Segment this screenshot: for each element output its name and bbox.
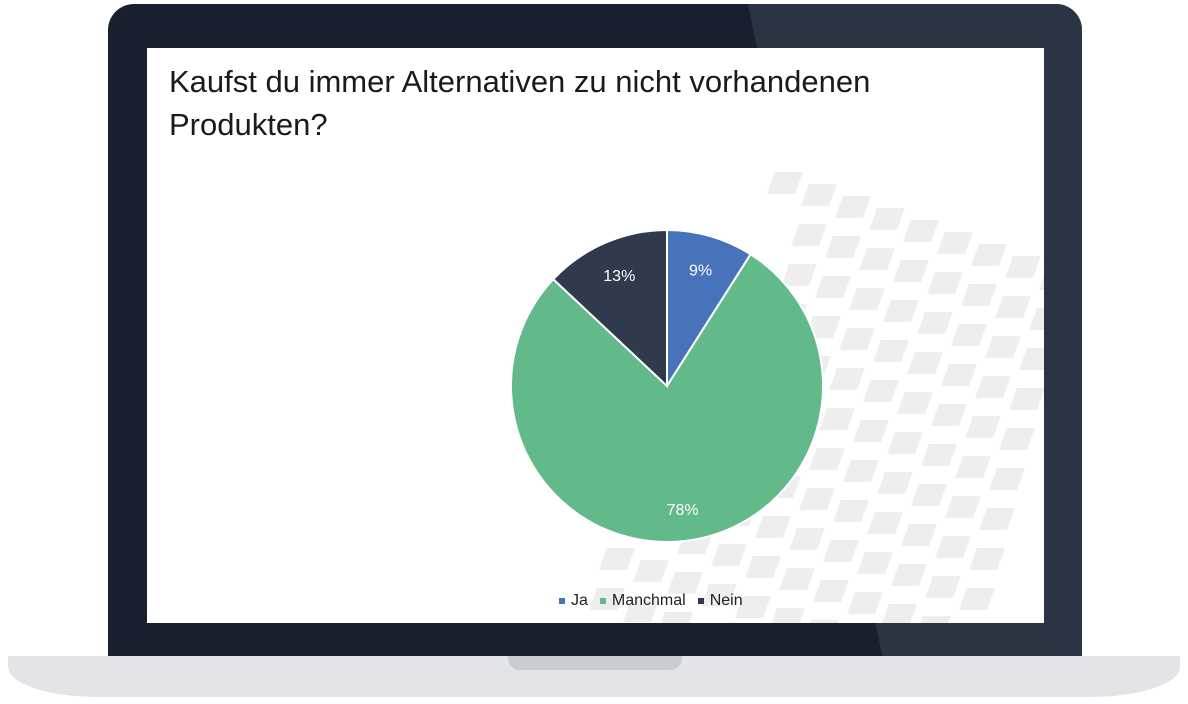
pattern-tile xyxy=(801,184,837,206)
legend-swatch-ja xyxy=(559,598,565,604)
pattern-tile xyxy=(847,592,883,614)
pattern-tile xyxy=(661,612,693,623)
pattern-tile xyxy=(823,540,859,562)
pattern-tile xyxy=(911,484,947,506)
pattern-tile xyxy=(941,364,977,386)
pattern-tile xyxy=(809,448,845,470)
pattern-tile xyxy=(835,196,871,218)
pattern-tile xyxy=(849,288,885,310)
pattern-tile xyxy=(882,604,917,623)
pattern-tile xyxy=(781,264,817,286)
pattern-tile xyxy=(799,488,835,510)
pattern-tile xyxy=(735,596,771,618)
pattern-tile xyxy=(1019,348,1044,370)
laptop-notch xyxy=(508,656,682,670)
pattern-tile xyxy=(633,560,669,582)
pie-slice-ja xyxy=(666,228,752,390)
pattern-tile xyxy=(979,508,1015,530)
data-label-manchmal: 78% xyxy=(667,502,699,519)
legend-swatch-manchmal xyxy=(599,598,606,604)
legend-swatch-nein xyxy=(697,598,704,604)
pattern-tile xyxy=(945,496,981,518)
pattern-tile xyxy=(955,456,991,478)
pattern-tile xyxy=(999,428,1035,450)
pattern-tile xyxy=(599,548,635,570)
pattern-tile xyxy=(589,588,625,610)
pattern-tile xyxy=(995,296,1031,318)
pattern-tile xyxy=(863,380,899,402)
pattern-tile xyxy=(815,276,851,298)
pattern-tile xyxy=(931,404,967,426)
pattern-tile xyxy=(975,376,1011,398)
pattern-tile xyxy=(779,568,815,590)
pattern-tile xyxy=(867,512,903,534)
pattern-tile xyxy=(701,584,737,606)
data-label-nein: 13% xyxy=(603,268,635,285)
pattern-tile xyxy=(989,468,1025,490)
pattern-tile xyxy=(927,272,963,294)
pie-slice-manchmal xyxy=(510,252,824,543)
pattern-tile xyxy=(883,300,919,322)
pattern-tile xyxy=(843,460,879,482)
pie-slice-nein xyxy=(551,228,668,389)
pattern-tile xyxy=(711,544,747,566)
slide-title: Kaufst du immer Alternativen zu nicht vo… xyxy=(169,64,871,142)
pattern-tile xyxy=(623,600,659,622)
pattern-tile xyxy=(829,368,865,390)
pattern-tile xyxy=(771,608,805,623)
pattern-tile xyxy=(961,284,997,306)
legend-label-manchmal: Manchmal xyxy=(611,592,686,609)
pattern-tile xyxy=(791,224,827,246)
legend-item-manchmal: Manchmal xyxy=(599,592,686,610)
pattern-tile xyxy=(925,576,961,598)
pattern-tile xyxy=(1009,388,1044,410)
pattern-tile xyxy=(951,324,987,346)
pattern-tile xyxy=(917,312,953,334)
pattern-tile xyxy=(789,528,825,550)
pattern-tile xyxy=(853,420,889,442)
pattern-tile xyxy=(839,328,875,350)
pattern-tile xyxy=(887,432,923,454)
pattern-tile xyxy=(859,248,895,270)
legend-label-nein: Nein xyxy=(709,592,743,609)
pattern-tile xyxy=(959,588,995,610)
pattern-tile xyxy=(873,340,909,362)
pattern-tile xyxy=(813,580,849,602)
pattern-tile xyxy=(869,208,905,230)
pattern-tile xyxy=(1005,256,1041,278)
pattern-tile xyxy=(1029,308,1044,330)
legend-label-ja: Ja xyxy=(571,592,588,609)
pattern-tile xyxy=(901,524,937,546)
pattern-tile xyxy=(907,352,943,374)
pattern-tile xyxy=(937,232,973,254)
pattern-tile xyxy=(965,416,1001,438)
pattern-tile xyxy=(985,336,1021,358)
pattern-tile xyxy=(893,260,929,282)
pattern-tile xyxy=(897,392,933,414)
pattern-tile xyxy=(969,548,1005,570)
pattern-tile xyxy=(971,244,1007,266)
pattern-tile xyxy=(833,500,869,522)
pattern-tile xyxy=(1039,276,1044,290)
chart-legend: Ja Manchmal Nein xyxy=(559,590,743,612)
legend-item-nein: Nein xyxy=(697,592,743,610)
legend-item-ja: Ja xyxy=(559,592,588,610)
pattern-tile xyxy=(935,536,971,558)
pattern-tile xyxy=(819,408,855,430)
pattern-tile xyxy=(825,236,861,258)
slide-screen: Kaufst du immer Alternativen zu nicht vo… xyxy=(147,48,1044,623)
pattern-tile xyxy=(920,616,951,623)
pattern-tile xyxy=(755,516,791,538)
pie-chart: 9% 78% 13% xyxy=(510,228,824,543)
pattern-tile xyxy=(667,572,703,594)
pattern-tile xyxy=(767,172,803,194)
pattern-tile xyxy=(857,552,893,574)
pattern-tile xyxy=(891,564,927,586)
pattern-tile xyxy=(921,444,957,466)
pattern-tile xyxy=(745,556,781,578)
data-label-ja: 9% xyxy=(689,263,712,280)
pattern-tile xyxy=(903,220,939,242)
pattern-tile xyxy=(877,472,913,494)
pattern-tile xyxy=(809,620,839,623)
